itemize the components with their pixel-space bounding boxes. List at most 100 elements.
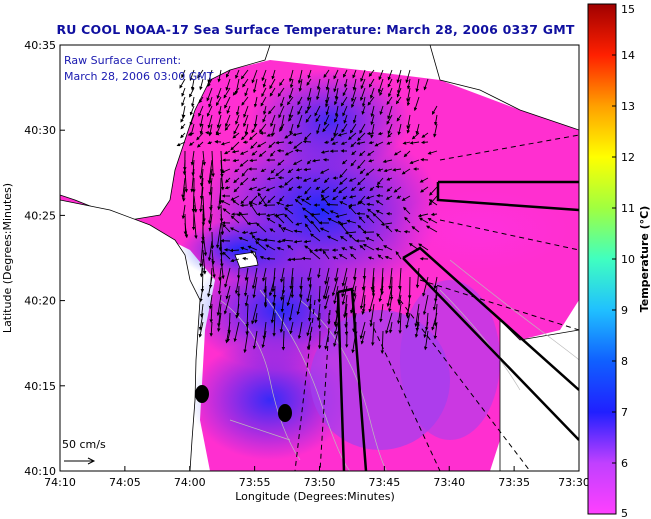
colorbar-ticks: 15 14 13 12 11 10 9 8 7 6 5 — [612, 3, 635, 519]
current-vector — [285, 203, 294, 208]
current-vector — [246, 221, 258, 226]
current-vector — [333, 321, 339, 336]
current-vector — [220, 200, 231, 206]
current-vector — [307, 267, 312, 282]
current-vector — [348, 234, 357, 242]
x-tick-label: 73:35 — [498, 476, 530, 489]
current-vector — [307, 69, 312, 79]
current-vector — [325, 105, 330, 116]
current-vector — [252, 330, 258, 350]
current-vector — [270, 168, 276, 174]
current-vector — [207, 140, 213, 145]
current-vector — [334, 267, 339, 282]
current-vector — [217, 186, 222, 211]
current-vector — [344, 231, 357, 235]
current-vector — [297, 69, 303, 84]
current-vector — [240, 132, 249, 141]
current-vector — [428, 195, 438, 206]
colorbar-tick-label: 12 — [621, 151, 635, 164]
current-vector — [225, 177, 231, 184]
current-vector — [296, 185, 303, 189]
current-vector — [386, 141, 393, 145]
current-vector — [432, 294, 438, 311]
current-vector — [229, 227, 240, 233]
current-vector — [358, 186, 366, 191]
current-vector — [385, 225, 393, 233]
current-vector — [304, 214, 312, 224]
current-vector — [344, 303, 348, 317]
current-vector — [344, 321, 349, 336]
current-vector — [393, 150, 402, 156]
current-vector — [429, 186, 438, 196]
current-vector — [406, 96, 411, 107]
current-vector — [226, 330, 231, 343]
current-vector — [367, 150, 375, 156]
current-vector — [376, 177, 384, 186]
current-vector — [209, 186, 213, 211]
current-vector — [217, 69, 222, 83]
current-vector — [368, 78, 375, 88]
current-vector — [316, 87, 321, 101]
current-vector — [216, 294, 222, 317]
current-vector — [326, 235, 339, 242]
current-vector — [352, 114, 357, 124]
current-vector — [293, 141, 303, 149]
current-vector — [344, 312, 348, 328]
current-vector — [181, 105, 186, 119]
current-vector — [248, 201, 258, 206]
current-vector — [395, 96, 402, 105]
current-vector — [235, 69, 240, 79]
current-vector — [193, 195, 198, 213]
current-vector — [419, 177, 429, 183]
current-vector — [238, 236, 249, 242]
current-vector — [377, 168, 384, 172]
current-vector — [343, 78, 348, 88]
current-vector — [433, 114, 438, 126]
current-vector — [222, 223, 231, 233]
current-vector — [269, 228, 276, 233]
current-vector — [207, 114, 213, 129]
current-vector — [268, 276, 276, 297]
current-vector — [262, 78, 267, 88]
current-vector — [414, 303, 420, 328]
current-vector — [279, 312, 285, 333]
current-vector — [370, 321, 375, 346]
current-vector — [341, 285, 348, 306]
current-vector — [224, 114, 231, 128]
current-vector — [199, 285, 204, 303]
current-vector — [365, 237, 375, 242]
y-tick-label: 40:10 — [24, 465, 56, 478]
current-vector — [244, 294, 249, 307]
current-vector — [295, 167, 303, 172]
current-vector — [181, 96, 186, 107]
current-vector — [241, 230, 249, 235]
y-tick-label: 40:20 — [24, 295, 56, 308]
current-vector — [238, 211, 249, 224]
current-vector — [362, 267, 367, 280]
current-vector — [368, 140, 375, 145]
current-vector — [358, 200, 366, 206]
x-axis-ticks: 74:10 74:05 74:00 73:55 73:50 73:45 73:40 73:35… — [44, 466, 590, 489]
current-vector — [388, 294, 393, 313]
current-vector — [184, 222, 189, 239]
current-vector — [206, 105, 213, 117]
current-vector — [396, 303, 402, 325]
current-vector — [304, 105, 312, 114]
colorbar-tick-label: 9 — [621, 304, 628, 317]
current-vector — [396, 195, 402, 199]
current-vector — [231, 149, 240, 154]
current-vector — [279, 123, 285, 132]
current-vector — [325, 78, 330, 91]
current-vector — [396, 114, 402, 122]
current-vector — [288, 87, 294, 100]
current-vector — [243, 114, 249, 128]
current-vector — [379, 105, 384, 116]
current-vector — [401, 168, 411, 175]
current-vector — [405, 303, 411, 317]
current-vector — [303, 167, 312, 172]
current-vector — [376, 233, 384, 242]
current-vector — [323, 69, 330, 78]
current-vector — [332, 195, 339, 201]
current-vector — [342, 87, 348, 97]
x-tick-label: 73:50 — [304, 476, 336, 489]
